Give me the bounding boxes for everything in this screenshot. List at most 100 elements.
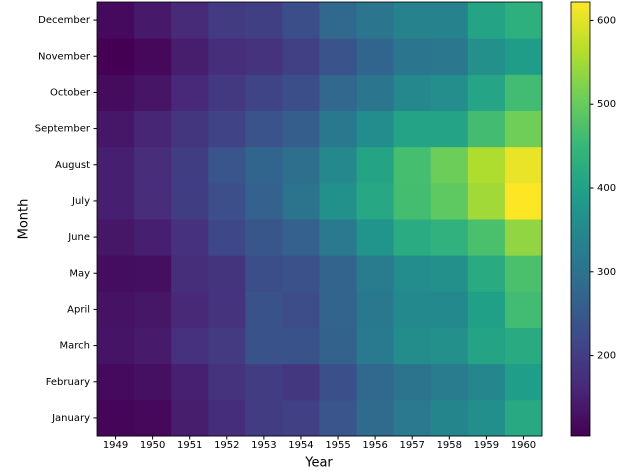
x-tick-label: 1958 bbox=[437, 440, 462, 451]
heatmap-cell bbox=[467, 146, 506, 184]
y-tick-label: May bbox=[69, 268, 90, 279]
heatmap-cell bbox=[208, 291, 246, 328]
colorbar-tick-label: 400 bbox=[597, 183, 616, 194]
heatmap-cell bbox=[319, 2, 358, 39]
heatmap-cell bbox=[97, 363, 135, 401]
heatmap-cell bbox=[504, 2, 543, 39]
heatmap-cell bbox=[319, 110, 358, 148]
heatmap-cell bbox=[356, 363, 395, 401]
heatmap-cell bbox=[282, 74, 320, 111]
heatmap-cell bbox=[319, 327, 358, 365]
x-tick-label: 1953 bbox=[251, 440, 276, 451]
x-tick-label: 1960 bbox=[511, 440, 536, 451]
heatmap-cell bbox=[282, 255, 320, 292]
heatmap-cell bbox=[245, 146, 283, 184]
heatmap-cell bbox=[467, 327, 506, 365]
heatmap-cell bbox=[356, 74, 395, 111]
x-tick-label: 1951 bbox=[177, 440, 202, 451]
colorbar-tick-label: 300 bbox=[597, 267, 616, 278]
heatmap-cell bbox=[393, 74, 432, 111]
heatmap-cell bbox=[134, 219, 172, 256]
heatmap-cell bbox=[319, 363, 358, 401]
heatmap-cell bbox=[356, 182, 395, 220]
x-tick-label: 1950 bbox=[140, 440, 165, 451]
heatmap-cell bbox=[171, 38, 209, 75]
x-tick-label: 1952 bbox=[214, 440, 239, 451]
heatmap-cell bbox=[97, 182, 135, 220]
heatmap-cell bbox=[430, 363, 469, 401]
heatmap-cell bbox=[245, 327, 283, 365]
heatmap-cell bbox=[171, 255, 209, 292]
x-axis-label: Year bbox=[304, 456, 333, 471]
heatmap-cell bbox=[134, 363, 172, 401]
heatmap-cell bbox=[171, 182, 209, 220]
heatmap-cell bbox=[97, 74, 135, 111]
heatmap-cell bbox=[171, 363, 209, 401]
heatmap-cell bbox=[393, 291, 432, 328]
heatmap-cell bbox=[467, 255, 506, 292]
heatmap-cell bbox=[245, 38, 283, 75]
y-tick-label: June bbox=[67, 232, 90, 243]
heatmap-cell bbox=[467, 38, 506, 75]
heatmap-cell bbox=[282, 327, 320, 365]
heatmap-cell bbox=[208, 327, 246, 365]
heatmap-cell bbox=[430, 182, 469, 220]
heatmap-cell bbox=[430, 38, 469, 75]
heatmap-cell bbox=[430, 219, 469, 256]
heatmap-cell bbox=[134, 291, 172, 328]
x-tick-label: 1959 bbox=[474, 440, 499, 451]
heatmap-cell bbox=[208, 110, 246, 148]
heatmap-cell bbox=[430, 2, 469, 39]
heatmap-cell bbox=[467, 74, 506, 111]
heatmap-cell bbox=[504, 182, 543, 220]
y-tick-label: February bbox=[46, 377, 90, 388]
heatmap-cell bbox=[208, 74, 246, 111]
heatmap-cell bbox=[356, 291, 395, 328]
heatmap-cell bbox=[208, 255, 246, 292]
x-tick-label: 1955 bbox=[325, 440, 350, 451]
heatmap-cell bbox=[393, 219, 432, 256]
heatmap-cell bbox=[356, 110, 395, 148]
heatmap-cell bbox=[208, 363, 246, 401]
heatmap-cell bbox=[97, 291, 135, 328]
heatmap-cell bbox=[393, 182, 432, 220]
heatmap-cell bbox=[504, 255, 543, 292]
heatmap-cell bbox=[430, 327, 469, 365]
heatmap-cell bbox=[282, 219, 320, 256]
heatmap-cell bbox=[245, 363, 283, 401]
heatmap-cell bbox=[97, 219, 135, 256]
heatmap-cell bbox=[430, 255, 469, 292]
heatmap-cell bbox=[245, 255, 283, 292]
heatmap-cell bbox=[171, 291, 209, 328]
heatmap-cell bbox=[208, 2, 246, 39]
heatmap-cell bbox=[356, 2, 395, 39]
heatmap-cell bbox=[430, 291, 469, 328]
y-tick-label: September bbox=[35, 124, 91, 135]
colorbar-tick-label: 600 bbox=[597, 15, 616, 26]
heatmap-cell bbox=[97, 255, 135, 292]
heatmap-cell bbox=[245, 219, 283, 256]
heatmap-cell bbox=[319, 219, 358, 256]
heatmap-cell bbox=[356, 327, 395, 365]
heatmap-cell bbox=[282, 146, 320, 184]
x-tick-label: 1956 bbox=[362, 440, 387, 451]
heatmap-cell bbox=[356, 255, 395, 292]
y-tick-label: March bbox=[60, 341, 90, 352]
heatmap-cell bbox=[282, 2, 320, 39]
heatmap-cell bbox=[504, 38, 543, 75]
colorbar-tick-label: 500 bbox=[597, 99, 616, 110]
heatmap-cell bbox=[245, 74, 283, 111]
heatmap-cell bbox=[97, 399, 135, 437]
heatmap-cell bbox=[282, 182, 320, 220]
heatmap-cell bbox=[393, 146, 432, 184]
heatmap-cell bbox=[467, 363, 506, 401]
heatmap-cell bbox=[393, 327, 432, 365]
heatmap-cell bbox=[467, 2, 506, 39]
heatmap-cell bbox=[393, 255, 432, 292]
y-axis-label: Month bbox=[17, 199, 32, 240]
heatmap-cell bbox=[171, 146, 209, 184]
heatmap-cell bbox=[504, 291, 543, 328]
heatmap-cell bbox=[245, 110, 283, 148]
heatmap-cell bbox=[134, 327, 172, 365]
